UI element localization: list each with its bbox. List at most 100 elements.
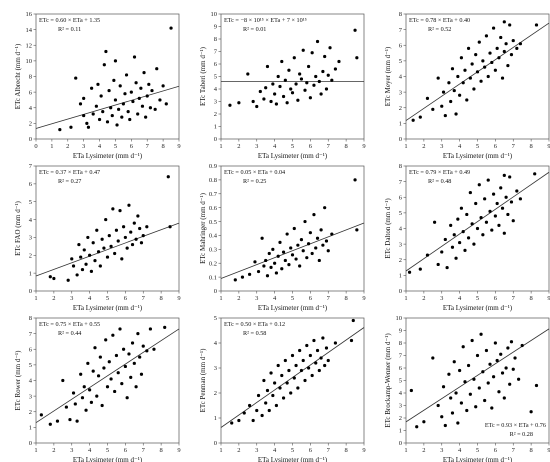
data-point xyxy=(138,355,142,359)
data-point xyxy=(314,361,318,365)
y-axis-label: ETc Mahringer (mm d⁻¹) xyxy=(199,192,207,263)
x-tick-label: 9 xyxy=(362,143,365,150)
y-tick-label: 8 xyxy=(214,36,217,43)
data-point xyxy=(69,125,73,129)
x-tick-label: 7 xyxy=(512,143,516,150)
data-point xyxy=(477,40,481,44)
data-point xyxy=(450,411,455,415)
data-point xyxy=(120,382,124,386)
data-point xyxy=(465,98,469,102)
y-tick-label: 0.6 xyxy=(209,205,218,212)
data-point xyxy=(436,262,440,267)
data-point xyxy=(109,244,113,248)
data-point xyxy=(147,82,151,86)
y-tick-label: 7 xyxy=(399,27,403,34)
data-point xyxy=(441,385,446,389)
x-tick-label: 3 xyxy=(440,295,443,302)
data-point xyxy=(262,97,266,101)
data-point xyxy=(80,396,85,400)
y-tick-label: 4 xyxy=(399,74,403,81)
data-point xyxy=(314,74,318,79)
data-point xyxy=(459,401,464,405)
data-point xyxy=(278,84,282,89)
data-point xyxy=(79,372,83,376)
data-point xyxy=(139,372,144,376)
x-tick-label: 5 xyxy=(291,447,294,454)
x-tick-label: 9 xyxy=(177,143,180,150)
data-point xyxy=(418,267,422,271)
data-point xyxy=(499,352,503,356)
data-point xyxy=(299,368,304,373)
x-tick-label: 6 xyxy=(309,143,313,150)
x-tick-label: 2 xyxy=(237,295,240,302)
y-tick-label: 3 xyxy=(29,393,32,400)
data-point xyxy=(158,98,162,102)
x-tick-label: 0 xyxy=(34,143,37,150)
x-tick-label: 7 xyxy=(142,295,146,302)
data-point xyxy=(305,256,309,260)
data-point xyxy=(491,192,496,196)
data-point xyxy=(468,190,472,195)
data-point xyxy=(443,423,447,428)
data-point xyxy=(113,98,118,102)
data-point xyxy=(418,115,422,119)
data-point xyxy=(486,381,490,385)
x-tick-label: 7 xyxy=(327,143,331,150)
data-point xyxy=(315,39,320,44)
data-point xyxy=(260,236,264,240)
x-axis-label: ETa Lysimeter (mm d⁻¹) xyxy=(443,152,513,160)
data-point xyxy=(115,123,119,127)
data-point xyxy=(486,74,490,79)
data-point xyxy=(95,228,99,232)
x-tick-label: 3 xyxy=(440,447,443,454)
data-point xyxy=(461,345,465,349)
y-axis-label: ETc Penman (mm d⁻¹) xyxy=(199,348,207,412)
data-point xyxy=(308,96,312,100)
data-point xyxy=(104,49,108,54)
data-point xyxy=(409,388,413,393)
x-tick-label: 3 xyxy=(255,143,258,150)
data-point xyxy=(518,197,523,201)
data-point xyxy=(96,82,100,86)
data-point xyxy=(458,240,462,245)
data-point xyxy=(529,410,533,414)
data-point xyxy=(314,246,318,250)
data-point xyxy=(273,381,277,385)
equation-label: ETc = 0.05 × ETa + 0.04 xyxy=(224,169,285,176)
data-point xyxy=(290,91,295,95)
data-point xyxy=(155,67,159,71)
data-point xyxy=(452,233,456,237)
data-point xyxy=(276,74,280,79)
data-point xyxy=(517,377,521,381)
y-axis-label: ETc FAO (mm d⁻¹) xyxy=(14,200,22,255)
y-tick-label: 3 xyxy=(214,99,217,106)
x-tick-label: 6 xyxy=(124,295,128,302)
data-point xyxy=(299,77,304,81)
data-point xyxy=(102,246,106,250)
trend-line xyxy=(220,222,365,279)
data-point xyxy=(315,348,320,353)
x-tick-label: 5 xyxy=(476,143,479,150)
data-point xyxy=(117,107,121,111)
data-point xyxy=(123,364,127,369)
data-point xyxy=(271,82,275,86)
data-point xyxy=(497,390,501,394)
data-point xyxy=(139,86,143,90)
equation-label: ETc = 0.79 × ETa + 0.49 xyxy=(409,169,470,176)
data-point xyxy=(96,250,101,254)
data-point xyxy=(93,346,97,350)
y-tick-label: 0.3 xyxy=(209,247,217,254)
data-point xyxy=(483,398,487,403)
data-point xyxy=(248,272,252,276)
data-point xyxy=(415,425,419,429)
data-point xyxy=(105,120,110,124)
data-point xyxy=(303,219,307,224)
y-tick-label: 0.9 xyxy=(209,163,217,170)
data-point xyxy=(68,417,72,422)
data-point xyxy=(431,356,435,360)
data-point xyxy=(425,253,430,257)
equation-label: ETc = 0.50 × ETa + 0.12 xyxy=(224,321,285,328)
y-tick-label: 0 xyxy=(29,440,32,447)
data-point xyxy=(481,59,485,63)
